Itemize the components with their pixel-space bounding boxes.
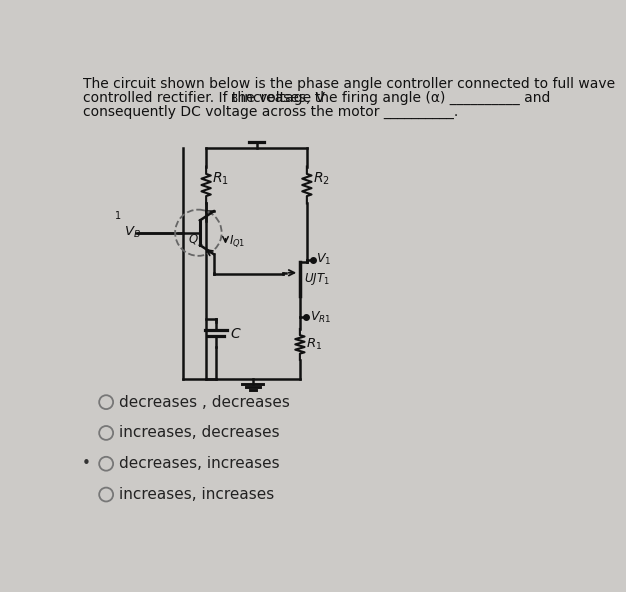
Text: •: • <box>81 456 90 471</box>
Text: $V_1$: $V_1$ <box>316 252 331 267</box>
Text: decreases, increases: decreases, increases <box>118 456 279 471</box>
Text: consequently DC voltage across the motor __________.: consequently DC voltage across the motor… <box>83 105 458 119</box>
Text: $R_2$: $R_2$ <box>313 170 330 187</box>
Text: $V_{R1}$: $V_{R1}$ <box>310 310 331 325</box>
Text: $R_1$: $R_1$ <box>306 337 322 352</box>
Text: increases, the firing angle (α) __________ and: increases, the firing angle (α) ________… <box>237 91 551 105</box>
Text: controlled rectifier. If the voltage V: controlled rectifier. If the voltage V <box>83 91 325 105</box>
Text: $I_{Q1}$: $I_{Q1}$ <box>228 233 245 249</box>
Text: $V_B$: $V_B$ <box>124 225 141 240</box>
Text: $Q_1$: $Q_1$ <box>188 233 203 248</box>
Text: increases, increases: increases, increases <box>118 487 274 502</box>
Text: $R_1$: $R_1$ <box>212 170 229 187</box>
Text: increases, decreases: increases, decreases <box>118 426 279 440</box>
Text: decreases , decreases: decreases , decreases <box>118 395 289 410</box>
Text: $UJT_1$: $UJT_1$ <box>304 271 329 287</box>
Text: $C$: $C$ <box>230 327 242 342</box>
Text: 1: 1 <box>115 211 121 221</box>
Text: B: B <box>231 94 238 104</box>
Text: The circuit shown below is the phase angle controller connected to full wave: The circuit shown below is the phase ang… <box>83 77 615 91</box>
